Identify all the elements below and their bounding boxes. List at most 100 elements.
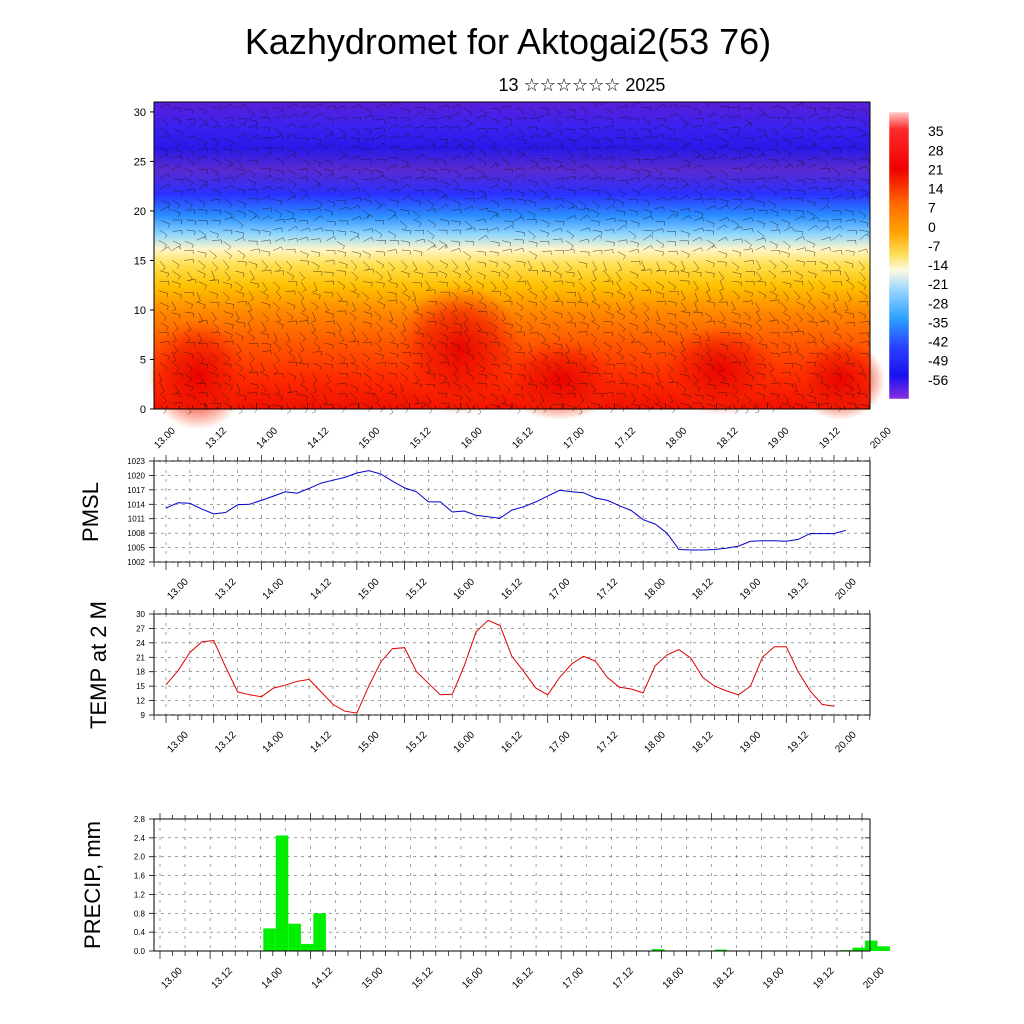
wind-barb [401,249,411,252]
wind-barb-flag [854,218,856,223]
wind-barb [159,206,169,212]
wind-barb [781,270,791,273]
wind-barb-flag [331,357,334,362]
wind-barb [272,363,278,372]
wind-barb [477,311,487,313]
wind-barb [338,300,348,302]
wind-barb [477,189,487,194]
wind-barb [464,177,474,180]
wind-barb [428,271,438,273]
wind-barb-flag [601,250,603,255]
wind-barb [527,260,533,269]
wind-barb-flag [598,141,600,146]
wind-barb-flag [387,279,392,282]
wind-barb [425,144,435,150]
wind-barb [324,229,334,232]
wind-barb-flag [865,110,868,115]
wind-barb [706,282,711,291]
precip-bar [288,923,301,951]
wind-barb-flag [232,340,234,345]
wind-barb [222,148,232,150]
wind-barb [655,281,665,287]
wind-barb [858,210,866,217]
wind-barb-flag [676,212,679,217]
wind-barb-flag [788,154,792,158]
wind-barb [529,117,539,120]
wind-barb [224,158,233,164]
wind-barb [236,383,241,392]
wind-barb-flag [700,140,703,145]
wind-barb [528,164,538,170]
wind-barb [311,159,321,164]
wind-barb-flag [257,134,260,139]
wind-barb-flag [293,153,296,158]
wind-barb-flag [414,309,419,312]
wind-barb [706,219,715,225]
wind-barb [464,152,472,159]
wind-barb [465,122,473,129]
x-tick-label: 18.00 [661,965,687,991]
wind-barb [260,250,270,253]
wind-barb-flag [614,217,616,222]
wind-barb-flag [496,163,499,168]
wind-barb [235,351,242,360]
x-tick-label: 14.12 [306,425,332,451]
wind-barb [212,239,222,241]
wind-barb-flag [232,324,234,329]
wind-barb-flag [281,147,283,152]
wind-barb [656,311,661,320]
wind-barb [197,351,205,359]
wind-barb [566,321,576,324]
wind-barb [693,260,700,269]
wind-barb [363,373,372,379]
wind-barb-flag [456,357,459,362]
wind-barb [793,322,800,331]
wind-barb [450,248,460,252]
wind-barb-flag [563,165,565,170]
wind-barb [451,240,461,243]
wind-barb [364,268,374,271]
wind-barb [376,290,383,298]
wind-barb-flag [193,397,196,401]
wind-barb [440,219,450,222]
wind-barb-flag [408,273,410,278]
wind-barb [350,353,356,362]
x-tick-label: 16.12 [499,729,525,755]
wind-barb [539,230,549,234]
wind-barb [362,209,370,216]
heatmap-hot-region [660,325,780,415]
wind-barb [516,137,526,141]
wind-barb [478,341,487,346]
wind-barb-flag [422,333,424,338]
wind-barb-flag [257,284,259,289]
wind-barb [400,372,408,379]
wind-barb [261,350,271,353]
wind-barb [413,249,423,253]
wind-barb-flag [726,204,730,209]
wind-barb-flag [618,269,622,272]
wind-barb [324,159,333,163]
wind-barb [808,138,817,145]
wind-barb [197,342,208,344]
wind-barb-flag [408,242,411,247]
wind-barb [514,167,523,171]
wind-barb-flag [702,227,705,232]
wind-barb-flag [484,305,487,310]
wind-barb [656,373,661,383]
wind-barb [247,179,256,184]
wind-barb-flag [637,243,639,248]
wind-barb [323,393,328,403]
wind-barb-flag [812,243,815,248]
wind-barb [161,200,170,204]
wind-barb [323,363,333,366]
wind-barb [554,177,564,180]
wind-barb [224,210,233,215]
wind-barb-flag [253,182,257,187]
wind-barb [300,281,307,290]
wind-barb [172,230,182,232]
wind-barb-flag [464,319,469,323]
wind-barb [731,149,741,152]
pmsl-x-axis: 13.00 13.12 14.00 14.12 15.00 15.12 16.00 16.12… [153,455,871,602]
wind-barb-flag [662,184,666,188]
